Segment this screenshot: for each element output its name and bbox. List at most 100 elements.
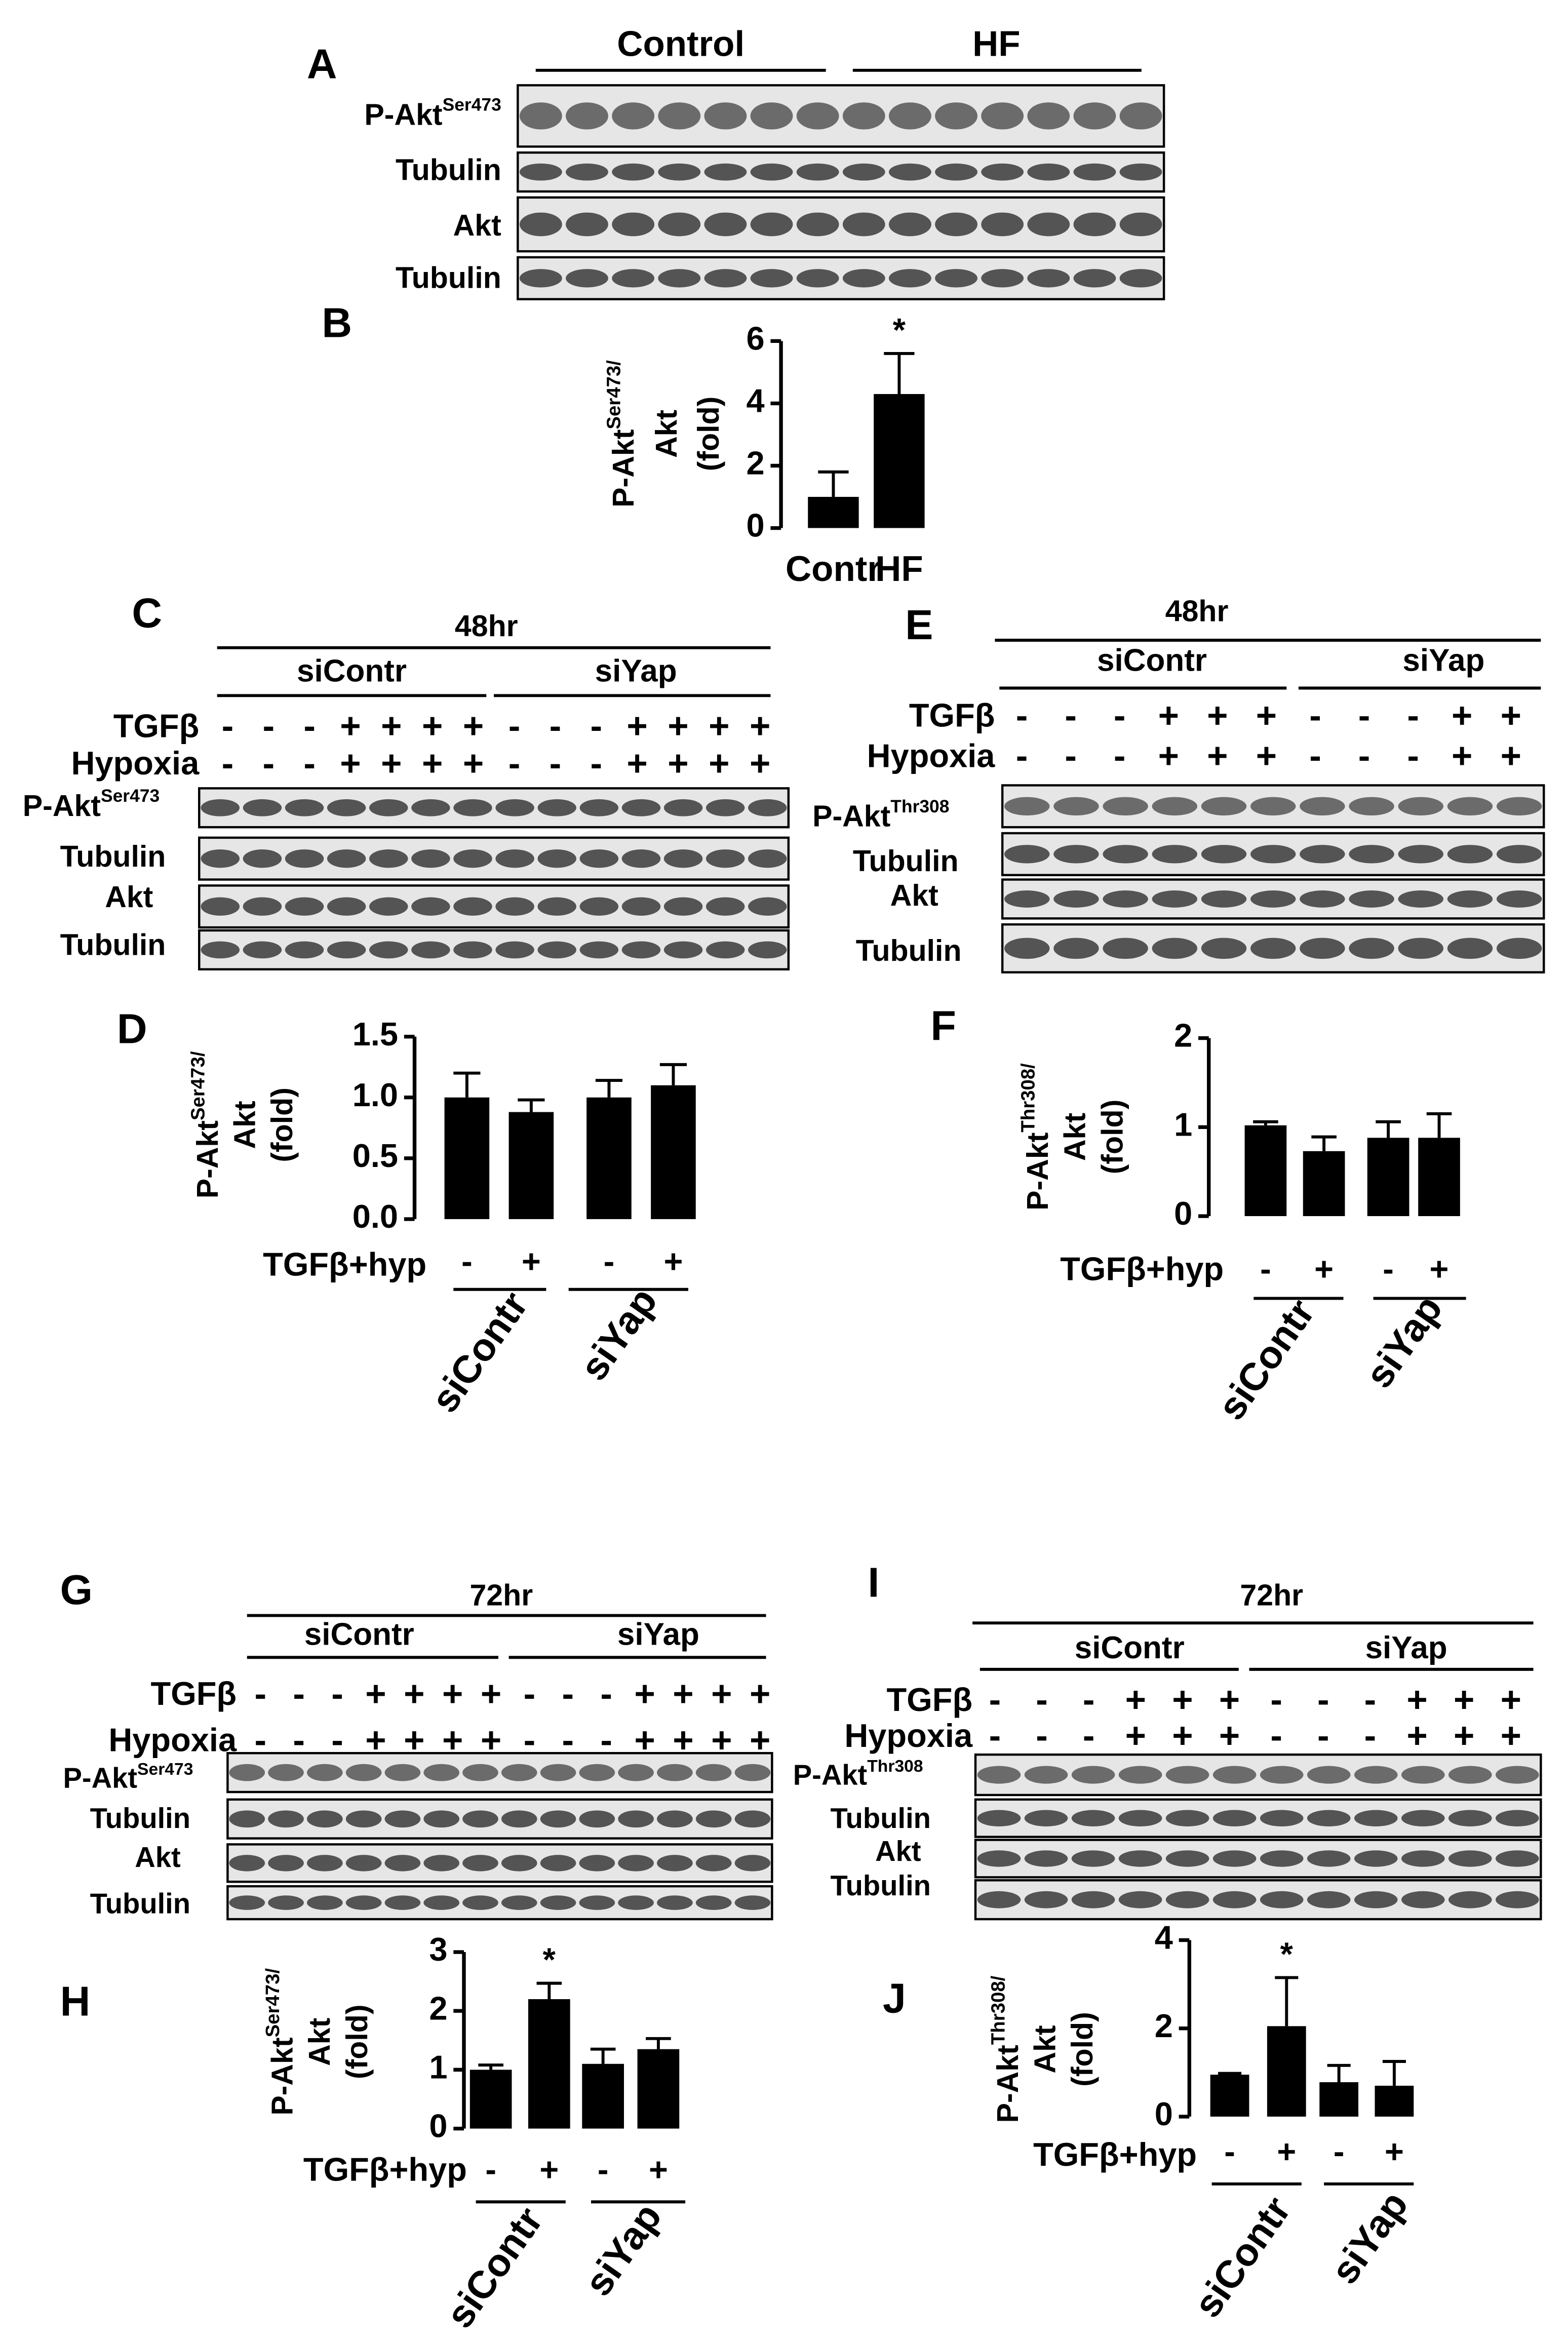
band <box>1119 212 1162 237</box>
treatment-sign: - <box>1270 1716 1282 1756</box>
band <box>1447 938 1493 959</box>
label-main: Akt <box>890 879 938 912</box>
treatment-sign: - <box>590 706 602 746</box>
band <box>1447 845 1493 864</box>
band <box>384 1810 421 1828</box>
y-tick-label: 4 <box>746 382 764 419</box>
band <box>1496 938 1542 959</box>
bar <box>1303 1151 1345 1217</box>
band <box>621 799 661 816</box>
band <box>1448 1810 1492 1826</box>
bar <box>469 2070 512 2129</box>
group-label: siContr <box>1186 2189 1300 2325</box>
band <box>1165 1810 1209 1826</box>
label-sup: Thr308/ <box>1017 1063 1039 1133</box>
band <box>889 102 931 130</box>
treatment-sign: - <box>222 706 234 746</box>
error-bar <box>1275 1976 1299 2027</box>
y-axis-label: Akt <box>228 1101 261 1149</box>
group-label: siYap <box>572 1280 665 1388</box>
band <box>229 1810 265 1828</box>
band <box>1027 212 1070 237</box>
band <box>935 163 977 181</box>
band <box>663 941 703 959</box>
treatment-sign: - <box>562 1674 574 1714</box>
treatment-sign: - <box>550 744 562 784</box>
treatment-sign: - <box>293 1720 305 1760</box>
error-bar <box>1218 2072 1242 2075</box>
treatment-sign: + <box>1207 695 1228 735</box>
y-tick-label: 0.0 <box>352 1198 398 1235</box>
bar <box>1367 1138 1409 1217</box>
band <box>579 1810 615 1828</box>
band <box>1354 1891 1398 1908</box>
band <box>750 102 793 130</box>
treatment-label: TGFβ <box>151 1675 237 1712</box>
x-tick-label: Contr <box>786 549 881 589</box>
band <box>1250 845 1296 864</box>
band <box>1447 890 1493 908</box>
treatment-sign: - <box>222 744 234 784</box>
y-tick-label: 2 <box>746 445 764 482</box>
band <box>1027 102 1070 130</box>
band <box>981 269 1024 288</box>
blot-row-label: P-AktSer473 <box>63 1760 193 1794</box>
treatment-sign: - <box>1358 695 1370 735</box>
band <box>1118 1891 1162 1908</box>
band <box>537 799 576 816</box>
annotation: * <box>543 1941 556 1978</box>
row-label: TGFβ+hyp <box>1060 1250 1224 1287</box>
band <box>734 1764 771 1781</box>
band <box>1027 163 1070 181</box>
band <box>1071 1850 1115 1867</box>
group-label: siContr <box>1097 643 1207 678</box>
blot-row-label: Tubulin <box>396 261 501 294</box>
treatment-sign: + <box>340 706 361 746</box>
treatment-label: Hypoxia <box>867 737 996 774</box>
treatment-sign: + <box>1452 695 1472 735</box>
label-main: P-Akt <box>63 1762 138 1794</box>
bar <box>1319 2082 1359 2117</box>
band <box>1212 1766 1257 1784</box>
label-sup: Ser473/ <box>603 360 624 430</box>
band <box>537 897 576 916</box>
band <box>268 1810 304 1828</box>
band <box>657 1764 693 1781</box>
band <box>1496 797 1542 816</box>
blot-row-label: Tubulin <box>90 1802 190 1834</box>
band <box>796 269 839 288</box>
band <box>462 1764 498 1781</box>
annotation: * <box>1280 1935 1293 1972</box>
treatment-sign: + <box>1406 1680 1427 1720</box>
label-main: Tubulin <box>396 261 501 294</box>
band <box>579 941 619 959</box>
band <box>1004 938 1050 959</box>
group-label: siContr <box>422 1284 536 1420</box>
band <box>411 799 450 816</box>
band <box>1053 938 1099 959</box>
treatment-sign: - <box>508 706 521 746</box>
blot-box <box>974 1753 1542 1797</box>
band <box>1024 1810 1068 1826</box>
band <box>621 941 661 959</box>
y-tick-label: 2 <box>1174 1017 1192 1054</box>
band <box>495 941 534 959</box>
band <box>201 941 240 959</box>
treatment-sign: - <box>1358 736 1370 776</box>
band <box>501 1764 537 1781</box>
bar <box>1375 2085 1414 2117</box>
label-main: P-Akt <box>607 430 640 508</box>
band <box>566 102 608 130</box>
band <box>501 1895 537 1910</box>
band <box>566 212 608 237</box>
x-tick-label: - <box>1260 1250 1271 1287</box>
treatment-sign: + <box>1454 1680 1474 1720</box>
band <box>750 163 793 181</box>
band <box>1071 1891 1115 1908</box>
label-main: Tubulin <box>60 928 166 961</box>
bar <box>874 394 925 528</box>
band <box>1024 1891 1068 1908</box>
treatment-sign: + <box>1501 1680 1521 1720</box>
treatment-sign: - <box>989 1680 1001 1720</box>
band <box>748 897 787 916</box>
